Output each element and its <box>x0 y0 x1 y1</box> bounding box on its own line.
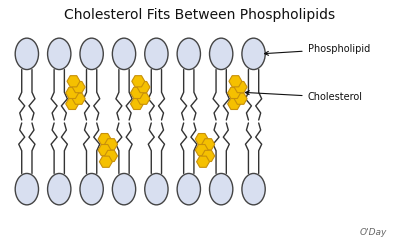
Ellipse shape <box>145 38 168 69</box>
Ellipse shape <box>242 38 265 69</box>
Ellipse shape <box>15 38 38 69</box>
Ellipse shape <box>48 38 71 69</box>
Ellipse shape <box>112 38 136 69</box>
Ellipse shape <box>15 174 38 205</box>
Text: Phospholipid: Phospholipid <box>264 44 370 55</box>
Ellipse shape <box>112 174 136 205</box>
Ellipse shape <box>80 38 103 69</box>
Ellipse shape <box>145 174 168 205</box>
Ellipse shape <box>177 38 200 69</box>
Text: Cholesterol Fits Between Phospholipids: Cholesterol Fits Between Phospholipids <box>64 8 336 22</box>
Ellipse shape <box>210 38 233 69</box>
Text: Cholesterol: Cholesterol <box>245 91 363 102</box>
Ellipse shape <box>48 174 71 205</box>
Ellipse shape <box>242 174 265 205</box>
Ellipse shape <box>177 174 200 205</box>
Ellipse shape <box>210 174 233 205</box>
Ellipse shape <box>80 174 103 205</box>
Text: O'Day: O'Day <box>360 228 387 237</box>
